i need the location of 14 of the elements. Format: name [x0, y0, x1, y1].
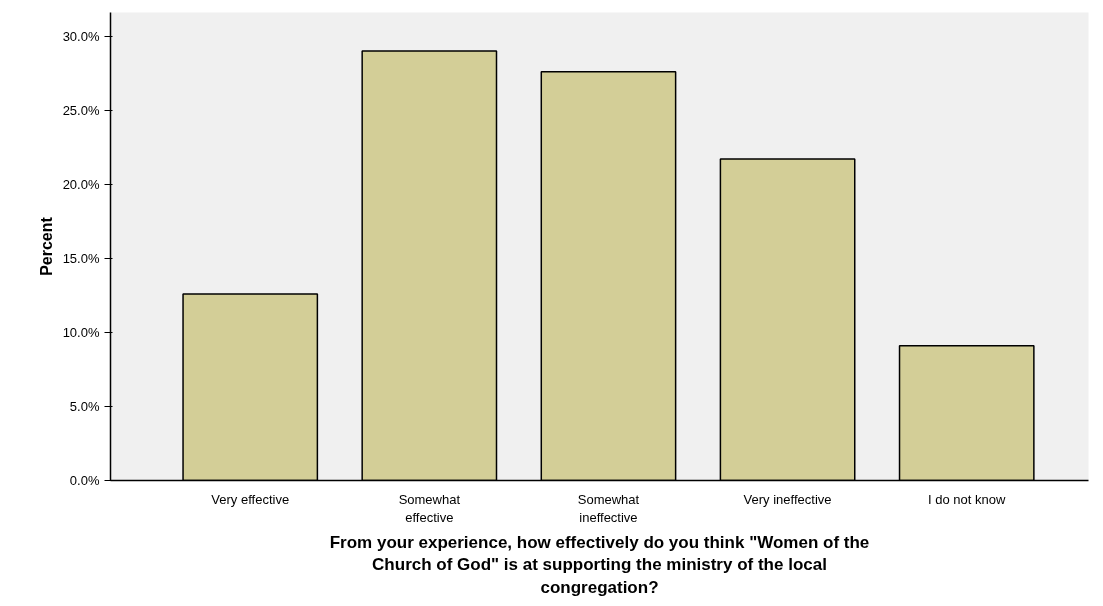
y-tick-label: 20.0%	[62, 176, 100, 192]
y-tick-label: 25.0%	[62, 102, 100, 118]
x-tick-label: Very effective	[211, 491, 290, 507]
y-tick-label: 0.0%	[69, 473, 100, 488]
x-tick-label: I do not know	[928, 491, 1006, 507]
x-axis-title: From your experience, how effectively do you think "Women of the Church of God" is at supporting the ministry of the local congregation?	[329, 532, 870, 598]
x-tick-label: Very ineffective	[743, 491, 832, 507]
x-tick-label: Somewhat effective	[398, 491, 461, 525]
x-tick-label: Somewhat ineffective	[577, 491, 640, 525]
y-tick-label: 30.0%	[62, 28, 100, 44]
y-tick-label: 5.0%	[69, 398, 100, 414]
y-tick-label: 10.0%	[62, 324, 100, 340]
y-tick-label: 15.0%	[62, 250, 100, 266]
y-axis-title: Percent	[37, 216, 55, 276]
